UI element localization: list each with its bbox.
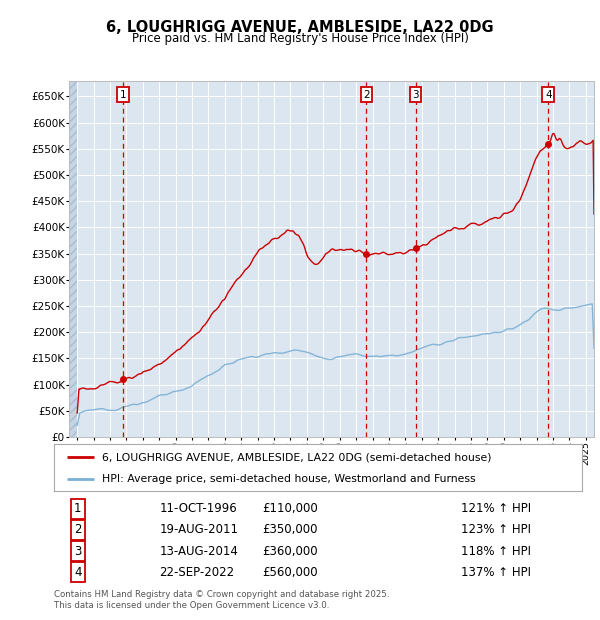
Text: 6, LOUGHRIGG AVENUE, AMBLESIDE, LA22 0DG: 6, LOUGHRIGG AVENUE, AMBLESIDE, LA22 0DG bbox=[106, 20, 494, 35]
Text: 4: 4 bbox=[545, 89, 552, 100]
Text: 6, LOUGHRIGG AVENUE, AMBLESIDE, LA22 0DG (semi-detached house): 6, LOUGHRIGG AVENUE, AMBLESIDE, LA22 0DG… bbox=[101, 452, 491, 462]
Bar bbox=[69, 81, 77, 437]
Text: 2: 2 bbox=[74, 523, 82, 536]
Text: 2: 2 bbox=[363, 89, 370, 100]
Text: 1: 1 bbox=[74, 502, 82, 515]
Text: £350,000: £350,000 bbox=[263, 523, 318, 536]
Text: 4: 4 bbox=[74, 565, 82, 578]
Text: 13-AUG-2014: 13-AUG-2014 bbox=[160, 544, 238, 557]
Text: Contains HM Land Registry data © Crown copyright and database right 2025.
This d: Contains HM Land Registry data © Crown c… bbox=[54, 590, 389, 609]
Text: 121% ↑ HPI: 121% ↑ HPI bbox=[461, 502, 530, 515]
Text: 3: 3 bbox=[74, 544, 82, 557]
Text: 3: 3 bbox=[412, 89, 419, 100]
Text: £110,000: £110,000 bbox=[262, 502, 318, 515]
Text: 1: 1 bbox=[119, 89, 126, 100]
Text: 137% ↑ HPI: 137% ↑ HPI bbox=[461, 565, 530, 578]
Text: 118% ↑ HPI: 118% ↑ HPI bbox=[461, 544, 530, 557]
Text: 11-OCT-1996: 11-OCT-1996 bbox=[160, 502, 238, 515]
Text: 19-AUG-2011: 19-AUG-2011 bbox=[160, 523, 239, 536]
Text: Price paid vs. HM Land Registry's House Price Index (HPI): Price paid vs. HM Land Registry's House … bbox=[131, 32, 469, 45]
Text: £360,000: £360,000 bbox=[262, 544, 318, 557]
Text: 22-SEP-2022: 22-SEP-2022 bbox=[160, 565, 235, 578]
Text: HPI: Average price, semi-detached house, Westmorland and Furness: HPI: Average price, semi-detached house,… bbox=[101, 474, 475, 484]
Text: £560,000: £560,000 bbox=[262, 565, 318, 578]
Text: 123% ↑ HPI: 123% ↑ HPI bbox=[461, 523, 530, 536]
